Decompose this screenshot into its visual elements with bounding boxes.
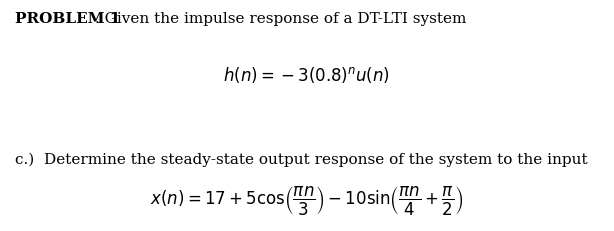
Text: PROBLEM 1: PROBLEM 1 <box>15 12 121 26</box>
Text: c.)  Determine the steady-state output response of the system to the input: c.) Determine the steady-state output re… <box>15 152 588 167</box>
Text: $h(n) = -3(0.8)^n u(n)$: $h(n) = -3(0.8)^n u(n)$ <box>223 65 391 85</box>
Text: . Given the impulse response of a DT-LTI system: . Given the impulse response of a DT-LTI… <box>95 12 467 26</box>
Text: $x(n) = 17 + 5\cos\!\left(\dfrac{\pi n}{3}\right) - 10\sin\!\left(\dfrac{\pi n}{: $x(n) = 17 + 5\cos\!\left(\dfrac{\pi n}{… <box>150 184 464 217</box>
